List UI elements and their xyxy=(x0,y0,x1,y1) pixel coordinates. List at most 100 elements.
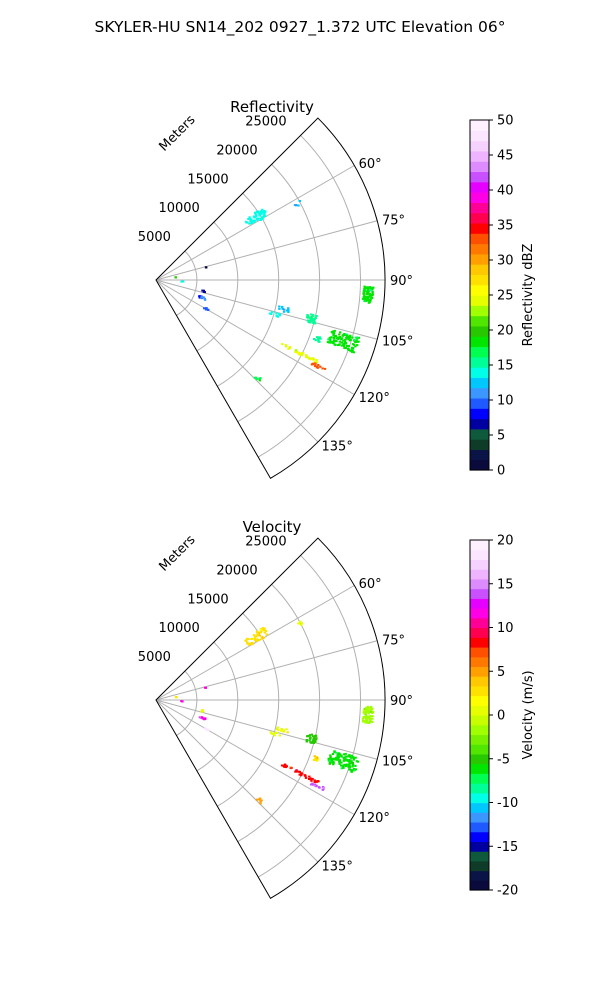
azimuth-tick-label: 75° xyxy=(382,213,405,228)
echo-cluster xyxy=(200,716,207,721)
echo-gate xyxy=(294,349,298,352)
echo-gate xyxy=(369,719,372,722)
echo-gate xyxy=(311,319,315,322)
echo-cluster xyxy=(313,336,322,343)
echo-gate xyxy=(309,319,313,322)
echo-gate xyxy=(346,334,349,337)
echo-gate xyxy=(174,276,177,279)
echo-gate xyxy=(367,712,370,715)
echo-gate xyxy=(255,378,259,381)
azimuth-tick-label: 90° xyxy=(390,694,413,709)
colorbar-segment xyxy=(470,377,489,389)
colorbar-segment xyxy=(470,666,489,677)
echo-gate xyxy=(258,214,261,217)
colorbar-segment xyxy=(470,617,489,629)
echo-cluster xyxy=(269,731,281,737)
echo-gate xyxy=(348,765,352,768)
colorbar-segment xyxy=(470,295,489,306)
echo-gate xyxy=(280,764,284,767)
colorbar-segment xyxy=(470,253,489,265)
colorbar-segment xyxy=(470,439,489,451)
echo-gate xyxy=(365,719,369,722)
echo-gate xyxy=(298,770,301,773)
panel-title: Reflectivity xyxy=(230,98,314,116)
colorbar-segment xyxy=(470,831,489,842)
echo-gate xyxy=(286,308,290,311)
range-tick-label: 5000 xyxy=(138,230,171,245)
echo-gate xyxy=(355,760,359,763)
range-tick-label: 10000 xyxy=(158,201,199,216)
echo-gate xyxy=(314,783,317,786)
echo-gate xyxy=(289,766,292,769)
echo-gate xyxy=(315,757,318,760)
echo-gate xyxy=(260,635,263,638)
echo-gate xyxy=(207,728,210,731)
echo-gate xyxy=(363,294,366,297)
echo-cluster xyxy=(310,362,327,370)
colorbar-segment xyxy=(470,325,489,337)
echo-gate xyxy=(365,707,368,710)
echo-gate xyxy=(347,765,350,768)
echo-gate xyxy=(346,336,349,339)
colorbar-segment xyxy=(470,243,489,255)
range-tick-label: 25000 xyxy=(245,114,286,129)
colorbar-segment xyxy=(470,284,489,296)
colorbar-tick-label: -20 xyxy=(497,884,518,899)
echo-gate xyxy=(285,728,288,731)
echo-gate xyxy=(344,758,347,760)
echo-gate xyxy=(354,340,357,343)
echo-gate xyxy=(315,759,318,762)
colorbar-segment xyxy=(470,161,489,173)
echo-gate xyxy=(369,289,372,292)
echo-gate xyxy=(328,762,331,765)
azimuth-tick-label: 105° xyxy=(382,755,413,770)
echo-gate xyxy=(310,313,313,316)
echo-gate xyxy=(254,212,257,215)
echo-gate xyxy=(339,753,342,756)
echo-gate xyxy=(297,204,300,207)
echo-cluster xyxy=(255,797,263,805)
echo-gate xyxy=(278,307,281,310)
echo-gate xyxy=(366,710,370,713)
echo-gate xyxy=(251,220,254,223)
echo-gate xyxy=(368,295,371,298)
sector-outline xyxy=(155,537,386,900)
colorbar-tick-label: -15 xyxy=(497,840,518,855)
echo-gate xyxy=(312,314,315,317)
colorbar-segment xyxy=(470,578,489,590)
echo-gate xyxy=(347,348,350,351)
echo-gate xyxy=(308,734,312,737)
echo-gate xyxy=(335,758,339,761)
echo-gate xyxy=(350,770,353,773)
echo-gate xyxy=(351,769,354,772)
echo-gate xyxy=(342,766,345,769)
echo-gate xyxy=(354,756,357,759)
echo-gate xyxy=(251,643,254,646)
echo-gate xyxy=(318,336,321,339)
colorbar: -20 -15 -10 -5 0 5 10 15 20 Velocity (m/s) xyxy=(469,534,536,899)
azimuth-gridline xyxy=(155,699,319,863)
echo-gate xyxy=(268,312,272,315)
echo-gate xyxy=(247,218,250,220)
echo-gate xyxy=(362,296,365,299)
echo-gate xyxy=(313,362,316,365)
echo-gate xyxy=(263,215,267,218)
echo-gate xyxy=(332,763,335,766)
echo-gate xyxy=(344,338,347,341)
range-tick-label: 15000 xyxy=(187,172,228,187)
colorbar-tick-label: 10 xyxy=(497,621,514,636)
echo-gate xyxy=(332,337,336,340)
echo-gate xyxy=(321,788,324,791)
echo-gate xyxy=(343,753,346,756)
echo-gate xyxy=(335,337,338,340)
echo-gate xyxy=(255,639,258,642)
echo-cluster xyxy=(293,200,302,207)
azimuth-tick-label: 60° xyxy=(359,577,382,592)
echo-gate xyxy=(261,208,264,211)
echo-gate xyxy=(249,218,253,221)
colorbar-segment xyxy=(470,559,489,570)
echo-gate xyxy=(361,717,365,720)
echo-gate xyxy=(349,756,353,759)
colorbar-segment xyxy=(470,222,489,234)
